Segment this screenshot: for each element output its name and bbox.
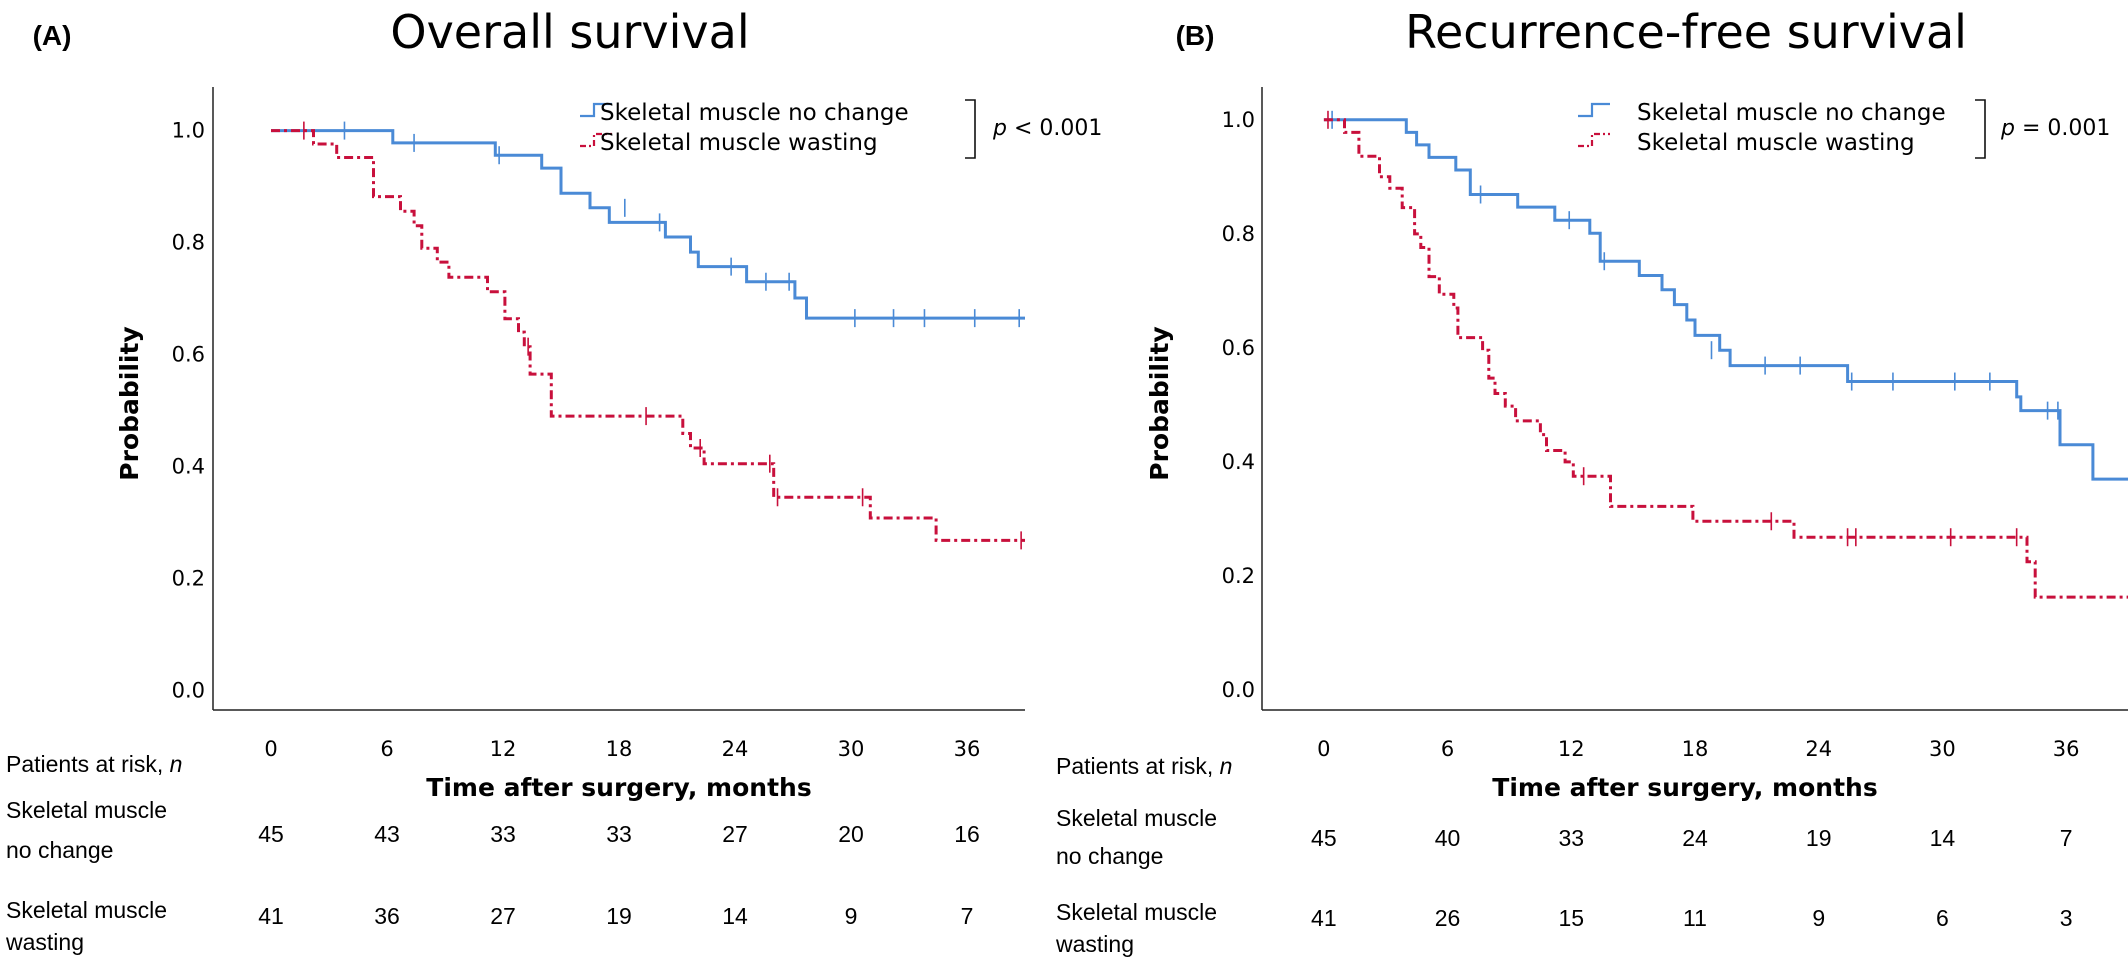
series-line-no-change (1323, 118, 2128, 481)
legend-bracket (1975, 99, 1986, 159)
x-tick-label: 18 (1682, 737, 1709, 761)
risk-row-label: wasting (1055, 931, 1134, 957)
risk-value: 45 (258, 821, 284, 847)
x-tick-label: 12 (1558, 737, 1585, 761)
x-tick-label: 0 (264, 737, 277, 761)
risk-value: 19 (606, 903, 632, 929)
chart-title: Recurrence-free survival (1405, 5, 1967, 59)
chart-title: Overall survival (390, 5, 749, 59)
risk-value: 36 (374, 903, 400, 929)
legend-swatch-wasting (580, 132, 612, 148)
risk-value: 9 (845, 903, 858, 929)
x-tick-label: 0 (1317, 737, 1330, 761)
risk-value: 41 (1311, 905, 1337, 931)
series-line-wasting (1323, 118, 2128, 599)
y-tick-label: 0.8 (1222, 222, 1255, 246)
y-tick-label: 0.8 (172, 231, 205, 255)
legend-swatch-no-change (1578, 102, 1610, 118)
risk-value: 26 (1435, 905, 1461, 931)
risk-row-label: Skeletal muscle (6, 797, 167, 823)
panel-label: (B) (1176, 20, 1215, 51)
x-tick-label: 6 (380, 737, 393, 761)
x-tick-label: 24 (722, 737, 749, 761)
x-tick-label: 18 (606, 737, 633, 761)
risk-value: 20 (838, 821, 864, 847)
risk-value: 27 (722, 821, 748, 847)
risk-value: 7 (2060, 825, 2073, 851)
y-tick-label: 0.6 (172, 343, 205, 367)
risk-value: 9 (1812, 905, 1825, 931)
series-line-no-change (271, 129, 1025, 320)
risk-value: 14 (722, 903, 748, 929)
risk-value: 6 (1936, 905, 1949, 931)
y-tick-label: 0.4 (1222, 450, 1255, 474)
risk-value: 33 (1558, 825, 1584, 851)
x-axis-title: Time after surgery, months (426, 773, 811, 802)
legend-bracket (965, 99, 976, 159)
risk-value: 41 (258, 903, 284, 929)
risk-value: 3 (2060, 905, 2073, 931)
risk-value: 45 (1311, 825, 1337, 851)
x-tick-label: 30 (838, 737, 865, 761)
risk-row-label: Skeletal muscle (1056, 805, 1217, 831)
panel-a: (A) Overall survival 0.0 0.2 0.4 0.6 0.8 1.0 0 6 1… (5, 5, 1102, 955)
legend-swatch-no-change (580, 102, 612, 118)
y-tick-label: 0.0 (172, 678, 205, 702)
risk-value: 7 (961, 903, 974, 929)
risk-table-header: Patients at risk, n (6, 751, 182, 777)
risk-value: 11 (1683, 905, 1707, 931)
y-axis-title: Probability (1145, 326, 1174, 480)
risk-value: 24 (1682, 825, 1708, 851)
y-tick-label: 1.0 (172, 119, 205, 143)
risk-value: 27 (490, 903, 516, 929)
x-tick-label: 30 (1929, 737, 1956, 761)
risk-value: 43 (374, 821, 400, 847)
risk-value: 16 (954, 821, 980, 847)
panel-b: (B) Recurrence-free survival 0.0 0.2 0.4 0.6 0… (1055, 5, 2128, 957)
y-axis-title: Probability (115, 326, 144, 480)
x-tick-label: 36 (2053, 737, 2080, 761)
risk-value: 15 (1558, 905, 1584, 931)
x-tick-label: 36 (954, 737, 981, 761)
risk-value: 33 (490, 821, 516, 847)
y-tick-label: 0.4 (172, 454, 205, 478)
p-value: p = 0.001 (2000, 116, 2110, 141)
x-tick-label: 12 (490, 737, 517, 761)
legend-label: Skeletal muscle no change (600, 100, 909, 126)
panel-label: (A) (33, 20, 72, 51)
risk-row-label: Skeletal muscle (6, 897, 167, 923)
x-axis-title: Time after surgery, months (1492, 773, 1877, 802)
y-tick-label: 0.2 (1222, 564, 1255, 588)
risk-row-label: no change (1056, 843, 1163, 869)
legend-swatch-wasting (1578, 132, 1610, 148)
y-tick-label: 0.6 (1222, 336, 1255, 360)
y-tick-label: 1.0 (1222, 108, 1255, 132)
series-line-wasting (271, 129, 1025, 542)
risk-value: 33 (606, 821, 632, 847)
p-value: p < 0.001 (992, 116, 1102, 141)
legend-label: Skeletal muscle wasting (600, 130, 878, 156)
risk-value: 19 (1806, 825, 1832, 851)
y-tick-label: 0.0 (1222, 678, 1255, 702)
risk-value: 40 (1435, 825, 1461, 851)
risk-row-label: wasting (5, 929, 84, 955)
risk-row-label: Skeletal muscle (1056, 899, 1217, 925)
legend-label: Skeletal muscle no change (1637, 100, 1946, 126)
x-tick-label: 24 (1805, 737, 1832, 761)
risk-value: 14 (1930, 825, 1956, 851)
risk-row-label: no change (6, 837, 113, 863)
risk-table-header: Patients at risk, n (1056, 753, 1232, 779)
x-tick-label: 6 (1441, 737, 1454, 761)
legend-label: Skeletal muscle wasting (1637, 130, 1915, 156)
y-tick-label: 0.2 (172, 566, 205, 590)
